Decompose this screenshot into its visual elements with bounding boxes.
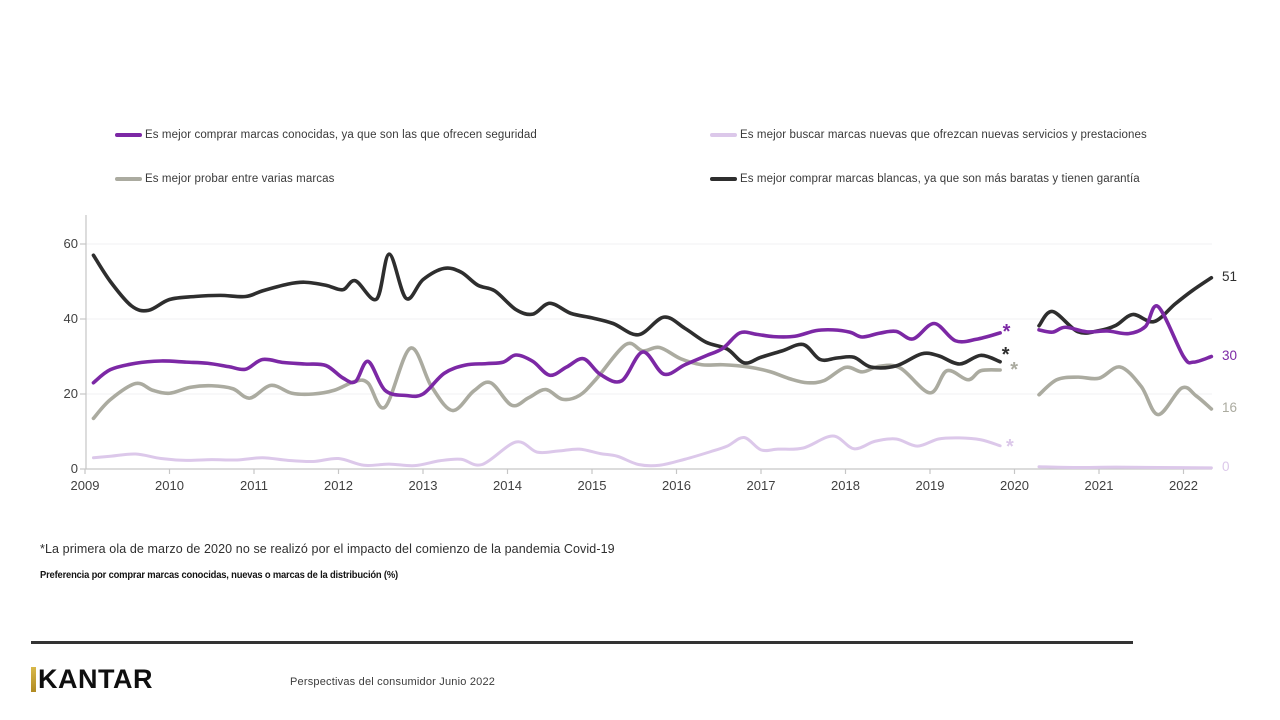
legend-swatch-conocidas xyxy=(115,133,142,137)
y-axis-label-20: 20 xyxy=(63,386,78,401)
legend-label-nuevas: Es mejor buscar marcas nuevas que ofrezc… xyxy=(740,129,1147,141)
end-label-nuevas: 0 xyxy=(1222,458,1230,474)
legend-swatch-nuevas xyxy=(710,133,737,137)
series-conocidas-segment-2 xyxy=(1037,304,1214,365)
kantar-logo-text: KANTAR xyxy=(38,664,153,694)
x-axis-label-2018: 2018 xyxy=(831,478,860,493)
series-blancas-segment-2 xyxy=(1037,275,1214,335)
legend-item-probar: Es mejor probar entre varias marcas xyxy=(115,173,334,185)
legend-label-probar: Es mejor probar entre varias marcas xyxy=(145,173,335,185)
kantar-logo: KANTAR xyxy=(31,666,153,693)
end-label-blancas: 51 xyxy=(1222,268,1238,284)
legend-item-blancas: Es mejor comprar marcas blancas, ya que … xyxy=(710,173,1140,185)
gap-asterisk-blancas: * xyxy=(1001,343,1010,366)
series-nuevas-segment-1 xyxy=(91,434,1002,468)
legend-item-conocidas: Es mejor comprar marcas conocidas, ya qu… xyxy=(115,129,537,141)
gap-asterisk-nuevas: * xyxy=(1005,435,1014,458)
series-conocidas-segment-1 xyxy=(91,321,1002,399)
end-label-conocidas: 30 xyxy=(1222,347,1238,363)
x-axis-label-2017: 2017 xyxy=(746,478,776,493)
x-axis-label-2011: 2011 xyxy=(240,478,268,493)
legend-swatch-blancas xyxy=(710,177,737,181)
covid-footnote: *La primera ola de marzo de 2020 no se r… xyxy=(40,542,615,556)
x-axis-label-2010: 2010 xyxy=(155,478,184,493)
series-blancas-segment-1 xyxy=(91,252,1002,370)
end-label-probar: 16 xyxy=(1222,400,1238,415)
y-axis-label-0: 0 xyxy=(70,461,78,476)
legend-swatch-probar xyxy=(115,177,142,181)
footer-divider xyxy=(31,641,1133,644)
series-probar-segment-2 xyxy=(1037,365,1214,417)
series-nuevas-segment-2 xyxy=(1037,465,1213,470)
x-axis-label-2015: 2015 xyxy=(577,478,607,493)
x-axis-label-2014: 2014 xyxy=(493,478,522,493)
x-axis-label-2012: 2012 xyxy=(324,478,353,493)
x-axis-label-2021: 2021 xyxy=(1084,478,1114,493)
series-probar-segment-1 xyxy=(91,341,1002,421)
gap-asterisk-probar: * xyxy=(1010,359,1018,382)
x-axis-label-2019: 2019 xyxy=(915,478,945,493)
footer-caption: Perspectivas del consumidor Junio 2022 xyxy=(290,676,496,688)
gap-asterisk-conocidas: * xyxy=(1002,320,1011,343)
x-axis-label-2009: 2009 xyxy=(70,478,100,493)
x-axis-label-2013: 2013 xyxy=(408,478,438,493)
legend-label-blancas: Es mejor comprar marcas blancas, ya que … xyxy=(740,173,1140,185)
x-axis-label-2020: 2020 xyxy=(1000,478,1029,493)
legend-item-nuevas: Es mejor buscar marcas nuevas que ofrezc… xyxy=(710,129,1147,141)
kantar-logo-gold-bar xyxy=(31,667,36,692)
legend-label-conocidas: Es mejor comprar marcas conocidas, ya qu… xyxy=(145,129,537,141)
x-axis-label-2016: 2016 xyxy=(662,478,691,493)
chart-subtitle: Preferencia por comprar marcas conocidas… xyxy=(40,570,398,581)
x-axis-label-2022: 2022 xyxy=(1169,478,1198,493)
y-axis-label-60: 60 xyxy=(63,236,78,251)
y-axis-label-40: 40 xyxy=(63,311,78,326)
